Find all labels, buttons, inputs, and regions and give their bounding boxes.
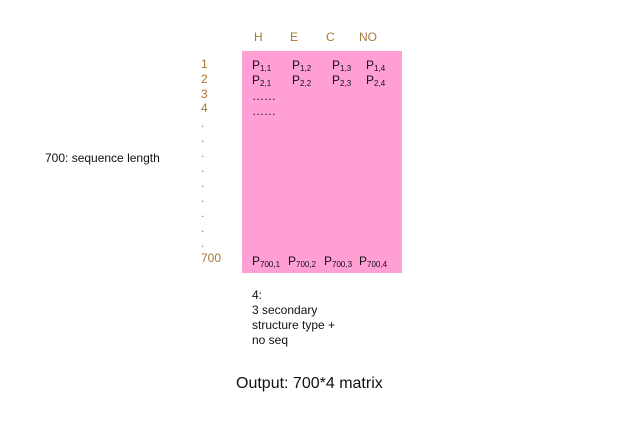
note-line: 4: bbox=[252, 288, 263, 302]
row-label-700: 700 bbox=[201, 251, 222, 265]
sequence-length-label: 700: sequence length bbox=[45, 151, 160, 165]
column-header-e: E bbox=[290, 30, 299, 44]
row-label-4: 4 bbox=[201, 101, 208, 115]
row-dot: . bbox=[201, 176, 205, 190]
matrix-cell-700-1: P700,1 bbox=[252, 254, 281, 269]
row-dot: . bbox=[201, 236, 205, 250]
note-line: structure type + bbox=[252, 318, 336, 332]
row-dot: . bbox=[201, 131, 205, 145]
note-line: 3 secondary bbox=[252, 303, 318, 317]
row-label-1: 1 bbox=[201, 57, 208, 71]
matrix-cell-1-3: P1,3 bbox=[332, 58, 352, 73]
row-dot: . bbox=[201, 191, 205, 205]
matrix-ellipsis: …… bbox=[252, 89, 276, 103]
matrix-cell-700-4: P700,4 bbox=[359, 254, 388, 269]
matrix-cell-2-4: P2,4 bbox=[366, 73, 386, 88]
matrix-cell-2-3: P2,3 bbox=[332, 73, 352, 88]
row-dot: . bbox=[201, 146, 205, 160]
matrix-ellipsis: …… bbox=[252, 104, 276, 118]
matrix-cell-1-1: P1,1 bbox=[252, 58, 272, 73]
matrix-cell-1-4: P1,4 bbox=[366, 58, 386, 73]
row-label-3: 3 bbox=[201, 87, 208, 101]
row-dot: . bbox=[201, 161, 205, 175]
output-matrix: P1,1 P1,2 P1,3 P1,4 P2,1 P2,2 P2,3 P2,4 … bbox=[242, 51, 402, 273]
row-dot: . bbox=[201, 221, 205, 235]
column-header-no: NO bbox=[359, 30, 377, 44]
matrix-cell-1-2: P1,2 bbox=[292, 58, 312, 73]
output-caption: Output: 700*4 matrix bbox=[236, 375, 383, 392]
column-header-h: H bbox=[254, 30, 263, 44]
matrix-cell-700-2: P700,2 bbox=[288, 254, 317, 269]
matrix-cell-700-3: P700,3 bbox=[324, 254, 353, 269]
matrix-cell-2-2: P2,2 bbox=[292, 73, 312, 88]
row-dot: . bbox=[201, 206, 205, 220]
matrix-cell-2-1: P2,1 bbox=[252, 73, 272, 88]
column-header-c: C bbox=[326, 30, 335, 44]
row-dot: . bbox=[201, 116, 205, 130]
note-line: no seq bbox=[252, 333, 289, 347]
row-label-2: 2 bbox=[201, 72, 208, 86]
column-count-note: 4: 3 secondary structure type + no seq bbox=[252, 288, 335, 348]
